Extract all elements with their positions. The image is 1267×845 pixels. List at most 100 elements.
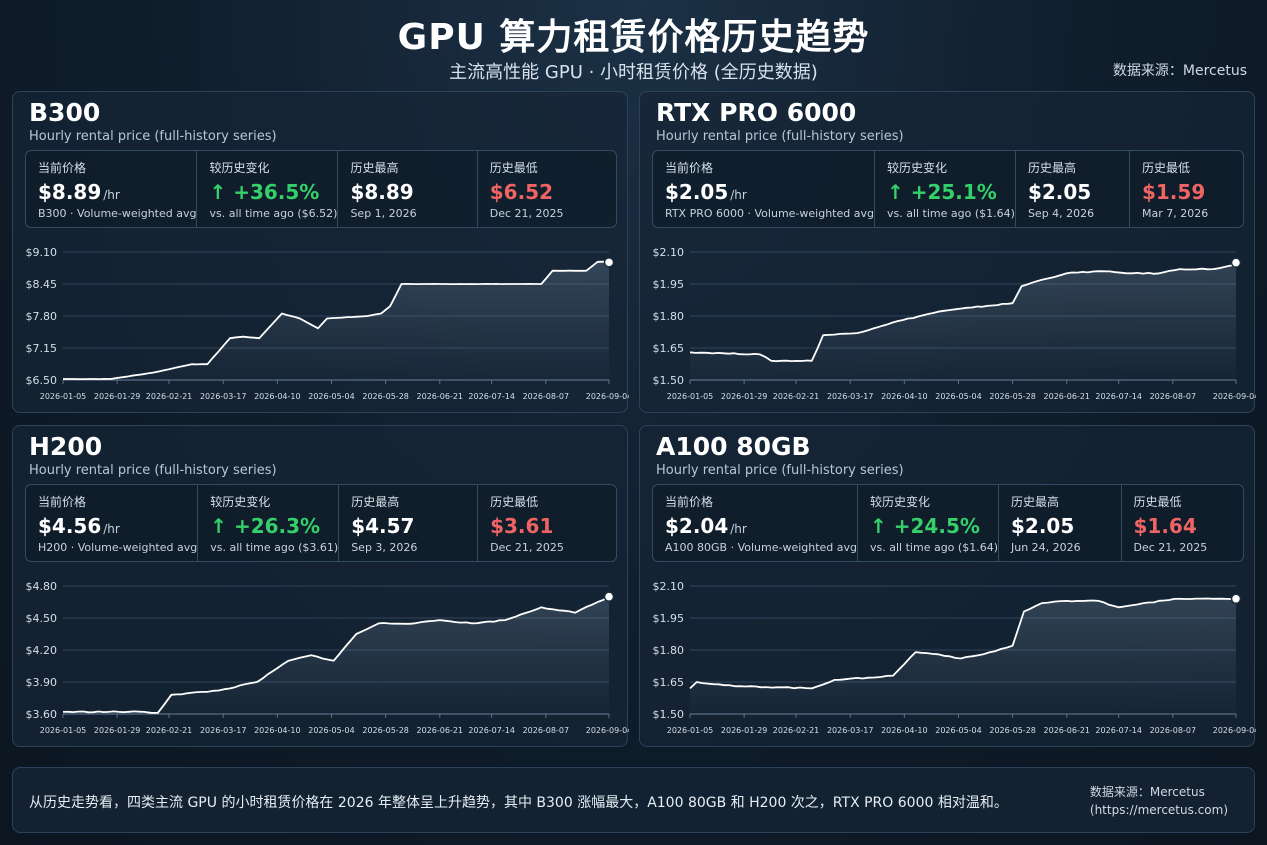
price-chart: $1.50 $1.65 $1.80 $1.95 $2.10 2026-01-05 2026-… (653, 246, 1257, 401)
stat-label: 历史最低 (490, 495, 539, 509)
price-line (63, 260, 610, 380)
current-note: A100 80GB · Volume-weighted avg (665, 541, 858, 554)
stat-label: 历史最低 (1133, 495, 1182, 509)
stat-label: 当前价格 (665, 161, 714, 175)
x-tick-label: 2026-04-10 (254, 392, 301, 401)
gpu-subtitle: Hourly rental price (full-history series… (29, 463, 277, 478)
x-tick-label: 2026-03-17 (827, 392, 874, 401)
y-tick-label: $7.15 (26, 342, 58, 355)
y-tick-label: $2.10 (653, 580, 685, 593)
price-line (62, 595, 610, 714)
current-price-value: $2.04 (665, 514, 729, 538)
x-tick-label: 2026-05-28 (362, 726, 409, 735)
low-date: Dec 21, 2025 (489, 207, 564, 220)
stat-label: 较历史变化 (209, 161, 270, 175)
stat-label: 历史最低 (489, 161, 538, 175)
stat-current: 当前价格 $4.56/hr H200 · Volume-weighted avg (26, 485, 197, 561)
x-tick-label: 2026-05-28 (989, 392, 1036, 401)
x-tick-label: 2026-05-04 (308, 392, 355, 401)
x-tick-label: 2026-09-04 (586, 726, 629, 735)
y-tick-label: $3.60 (26, 708, 58, 721)
price-unit: /hr (730, 188, 747, 202)
latest-point (1230, 593, 1242, 605)
latest-point (1230, 257, 1242, 268)
y-tick-label: $7.80 (26, 310, 58, 323)
x-tick-label: 2026-04-10 (254, 726, 301, 735)
x-tick-label: 2026-02-21 (146, 726, 193, 735)
high-date: Sep 4, 2026 (1027, 207, 1095, 220)
y-tick-label: $4.20 (26, 644, 58, 657)
current-note: RTX PRO 6000 · Volume-weighted avg (665, 207, 874, 220)
stat-high: 历史最高 $2.05 Sep 4, 2026 (1014, 151, 1129, 227)
high-value: $2.05 (1011, 514, 1075, 538)
stats-row: 当前价格 $2.05/hr RTX PRO 6000 · Volume-weight… (652, 150, 1244, 228)
stat-high: 历史最高 $8.89 Sep 1, 2026 (337, 151, 476, 227)
stat-change: 较历史变化 ↑ +24.5% vs. all time ago ($1.64) (857, 485, 998, 561)
summary-text: 从历史走势看，四类主流 GPU 的小时租赁价格在 2026 年整体呈上升趋势，其… (29, 795, 1008, 811)
stat-change: 较历史变化 ↑ +36.5% vs. all time ago ($6.52) (196, 151, 337, 227)
change-value: ↑ +24.5% (870, 514, 980, 538)
stat-change: 较历史变化 ↑ +25.1% vs. all time ago ($1.64) (873, 151, 1015, 227)
price-area (690, 264, 1236, 380)
stat-label: 较历史变化 (210, 495, 271, 509)
stat-current: 当前价格 $2.05/hr RTX PRO 6000 · Volume-weight… (653, 151, 874, 227)
low-value: $1.59 (1141, 180, 1206, 204)
x-tick-label: 2026-01-29 (721, 726, 768, 735)
x-tick-label: 2026-02-21 (773, 392, 820, 401)
x-tick-label: 2026-03-17 (827, 726, 874, 735)
x-tick-label: 2026-09-04 (586, 392, 629, 401)
stat-label: 历史最高 (1027, 161, 1076, 175)
x-tick-label: 2026-09-04 (1213, 726, 1256, 735)
x-tick-label: 2026-05-04 (935, 392, 982, 401)
x-tick-label: 2026-01-05 (40, 726, 87, 735)
y-tick-label: $1.95 (653, 612, 685, 625)
y-tick-label: $1.50 (653, 708, 685, 721)
y-tick-label: $8.45 (26, 278, 58, 291)
summary-source: 数据来源：Mercetus (https://mercetus.com) (1090, 783, 1228, 819)
stat-low: 历史最低 $1.59 Mar 7, 2026 (1128, 151, 1243, 227)
x-tick-label: 2026-01-05 (667, 726, 714, 735)
y-tick-label: $3.90 (26, 676, 58, 689)
stat-label: 当前价格 (38, 495, 87, 509)
low-value: $6.52 (489, 180, 553, 204)
current-price: $4.56/hr (38, 514, 197, 538)
stat-low: 历史最低 $3.61 Dec 21, 2025 (477, 485, 616, 561)
summary-source-url: (https://mercetus.com) (1089, 803, 1228, 817)
high-value: $4.57 (351, 514, 415, 538)
price-line (689, 263, 1237, 363)
high-date: Sep 3, 2026 (351, 541, 418, 554)
stat-label: 较历史变化 (886, 161, 947, 175)
high-date: Jun 24, 2026 (1011, 541, 1081, 554)
current-price-value: $8.89 (38, 180, 102, 204)
high-date: Sep 1, 2026 (350, 207, 417, 220)
stat-label: 当前价格 (38, 161, 87, 175)
price-area (63, 596, 609, 714)
panel-b300: B300 Hourly rental price (full-history se… (12, 91, 630, 413)
panel-rtx-pro-6000: RTX PRO 6000 Hourly rental price (full-hi… (639, 91, 1257, 413)
price-unit: /hr (730, 522, 747, 536)
x-tick-label: 2026-04-10 (881, 392, 928, 401)
x-tick-label: 2026-03-17 (200, 392, 247, 401)
price-area (63, 261, 609, 380)
gpu-name: A100 80GB (656, 432, 811, 461)
price-unit: /hr (103, 522, 120, 536)
data-source: 数据来源：Mercetus (1112, 63, 1247, 79)
y-tick-label: $1.80 (653, 644, 685, 657)
x-tick-label: 2026-01-29 (94, 392, 141, 401)
x-tick-label: 2026-02-21 (146, 392, 193, 401)
x-tick-label: 2026-01-05 (667, 392, 714, 401)
y-tick-label: $1.80 (653, 310, 685, 323)
change-note: vs. all time ago ($6.52) (209, 207, 338, 220)
current-price: $2.04/hr (665, 514, 857, 538)
price-chart: $6.50 $7.15 $7.80 $8.45 $9.10 2026-01-05 2026-… (26, 246, 630, 401)
y-tick-label: $1.50 (653, 374, 685, 387)
x-tick-label: 2026-06-21 (1044, 726, 1091, 735)
y-tick-label: $1.65 (653, 676, 685, 689)
x-tick-label: 2026-09-04 (1213, 392, 1256, 401)
x-tick-label: 2026-07-14 (1095, 392, 1142, 401)
price-area (690, 598, 1236, 714)
price-line (689, 597, 1237, 690)
current-price: $8.89/hr (38, 180, 196, 204)
current-note: B300 · Volume-weighted avg (38, 207, 197, 220)
x-tick-label: 2026-08-07 (523, 392, 570, 401)
